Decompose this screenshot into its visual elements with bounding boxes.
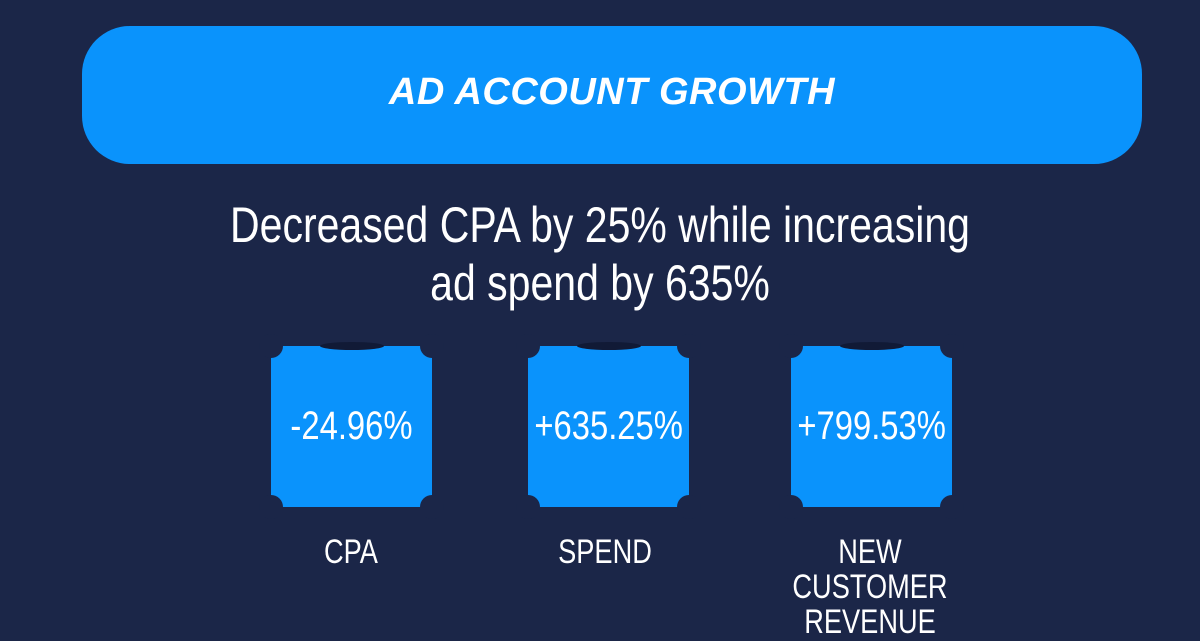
metric-card-cpa: -24.96% [259, 334, 444, 519]
metric-value-spend: +635.25% [534, 404, 683, 448]
metric-card-revenue: +799.53% [779, 334, 964, 519]
metric-label-revenue: NEW CUSTOMER REVENUE [792, 533, 948, 641]
metric-card-spend: +635.25% [516, 334, 701, 519]
metric-label-spend: SPEND [558, 533, 652, 571]
metric-value-cpa: -24.96% [290, 404, 413, 448]
banner-title: AD ACCOUNT GROWTH [388, 70, 836, 113]
metric-label-cpa: CPA [324, 533, 378, 571]
headline: Decreased CPA by 25% while increasing ad… [190, 196, 1010, 312]
headline-line-2: ad spend by 635% [430, 255, 770, 311]
headline-line-1: Decreased CPA by 25% while increasing [230, 197, 970, 253]
metric-value-revenue: +799.53% [797, 404, 946, 448]
title-banner: AD ACCOUNT GROWTH [82, 26, 1142, 164]
